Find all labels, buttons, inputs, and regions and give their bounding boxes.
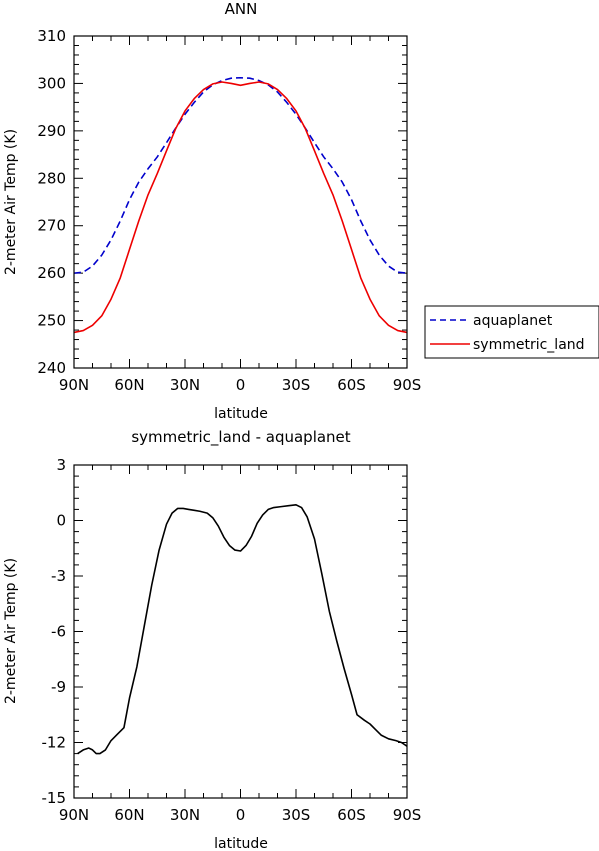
top-y-tick-label: 280	[37, 169, 66, 187]
legend-label-aquaplanet: aquaplanet	[473, 313, 553, 329]
top-x-axis-label: latitude	[214, 406, 268, 422]
bottom-y-tick-label: 3	[56, 456, 66, 474]
top-y-tick-label: 250	[37, 312, 66, 330]
legend: aquaplanet symmetric_land	[424, 305, 599, 359]
bottom-x-tick-label: 0	[236, 806, 246, 824]
bottom-y-tick-label: 0	[56, 512, 66, 530]
top-y-tick-label: 310	[37, 27, 66, 45]
top-x-tick-label: 90N	[59, 376, 89, 394]
top-y-tick-label: 270	[37, 217, 66, 235]
top-series-line-symmetric-land	[73, 81, 408, 334]
bottom-x-tick-label: 60S	[337, 806, 366, 824]
bottom-y-tick-label: -9	[51, 678, 66, 696]
bottom-chart-title: symmetric_land - aquaplanet	[131, 428, 350, 447]
top-y-tick-label: 240	[37, 359, 66, 377]
top-x-tick-label: 0	[236, 376, 246, 394]
bottom-y-tick-label: -6	[51, 623, 66, 641]
top-x-tick-label: 60S	[337, 376, 366, 394]
top-x-tick-label: 90S	[393, 376, 422, 394]
top-x-tick-label: 30N	[170, 376, 200, 394]
bottom-y-axis-label: 2-meter Air Temp (K)	[3, 558, 19, 704]
top-plot-frame	[73, 35, 408, 369]
bottom-y-tick-label: -15	[42, 789, 67, 807]
top-y-tick-label: 260	[37, 264, 66, 282]
top-x-tick-label: 60N	[114, 376, 144, 394]
bottom-axis-ticks	[73, 464, 408, 799]
bottom-x-tick-label: 30N	[170, 806, 200, 824]
legend-label-symmetric-land: symmetric_land	[473, 337, 585, 353]
bottom-x-tick-label: 90S	[393, 806, 422, 824]
bottom-y-tick-label: -3	[51, 567, 66, 585]
bottom-x-tick-label: 30S	[282, 806, 311, 824]
top-x-tick-label: 30S	[282, 376, 311, 394]
top-tick-labels: 90N 60N 30N 0 30S 60S 90S 240 250 260 270 280 290 300…	[37, 27, 421, 394]
bottom-y-tick-label: -12	[42, 734, 67, 752]
bottom-series-line-difference	[77, 503, 408, 755]
bottom-x-axis-label: latitude	[214, 836, 268, 851]
legend-box	[424, 305, 599, 359]
top-series-line-aquaplanet	[73, 76, 408, 274]
top-series-layer	[73, 76, 408, 334]
bottom-tick-labels: 90N 60N 30N 0 30S 60S 90S -15 -12 -9 -6 -3 0 3	[42, 456, 422, 824]
top-panel: ANN 90N 60N 30N 0 30S 60S 90S 240 250 260 270 280 29…	[3, 0, 421, 422]
top-y-tick-label: 290	[37, 122, 66, 140]
bottom-panel: symmetric_land - aquaplanet 90N 60N 30N 0 30…	[3, 428, 421, 851]
top-y-tick-label: 300	[37, 74, 66, 92]
bottom-plot-frame	[73, 464, 408, 799]
top-y-axis-label: 2-meter Air Temp (K)	[3, 129, 19, 275]
bottom-x-tick-label: 60N	[114, 806, 144, 824]
top-chart-title: ANN	[225, 0, 258, 18]
bottom-series-layer	[77, 503, 408, 755]
bottom-x-tick-label: 90N	[59, 806, 89, 824]
